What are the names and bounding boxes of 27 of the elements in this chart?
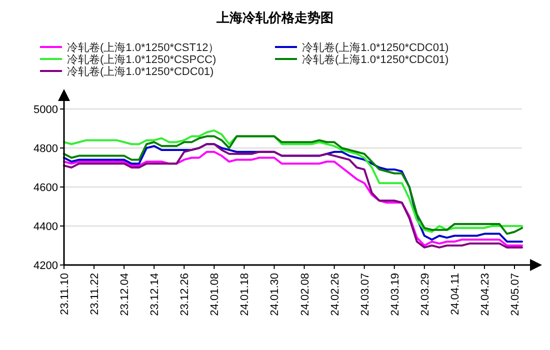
legend-label: 冷轧卷(上海1.0*1250*CDC01) [302, 53, 449, 66]
chart-title: 上海冷轧价格走势图 [216, 10, 334, 25]
x-tick-label: 23.12.26 [179, 273, 192, 316]
x-tick-label: 24.02.08 [299, 273, 312, 316]
x-tick-label: 24.03.07 [359, 273, 372, 316]
x-tick-label: 23.11.22 [89, 273, 102, 316]
x-tick-label: 24.04.23 [479, 273, 492, 316]
x-tick-label: 23.12.04 [119, 273, 132, 316]
legend-label: 冷轧卷(上海1.0*1250*CDC01) [67, 65, 214, 78]
y-tick-label: 5000 [34, 104, 58, 116]
x-tick-label: 24.03.29 [419, 273, 432, 316]
x-tick-label: 24.01.08 [209, 273, 222, 316]
x-tick-label: 24.03.19 [389, 273, 402, 316]
x-tick-label: 23.12.14 [149, 273, 162, 316]
legend-label: 冷轧卷(上海1.0*1250*CDC01) [302, 41, 449, 54]
legend-label: 冷轧卷(上海1.0*1250*CST12） [67, 41, 220, 54]
y-tick-label: 4600 [34, 182, 58, 194]
y-tick-label: 4800 [34, 143, 58, 155]
x-tick-label: 24.05.07 [509, 273, 522, 316]
y-tick-label: 4400 [34, 221, 58, 233]
legend-label: 冷轧卷(上海1.0*1250*CSPCC) [67, 53, 216, 66]
x-tick-label: 23.11.10 [59, 273, 71, 316]
x-tick-label: 24.01.18 [239, 273, 252, 316]
x-tick-label: 24.01.30 [269, 273, 282, 316]
y-tick-label: 4200 [34, 260, 58, 272]
x-tick-label: 24.02.26 [329, 273, 342, 316]
x-tick-label: 24.04.11 [449, 273, 462, 316]
